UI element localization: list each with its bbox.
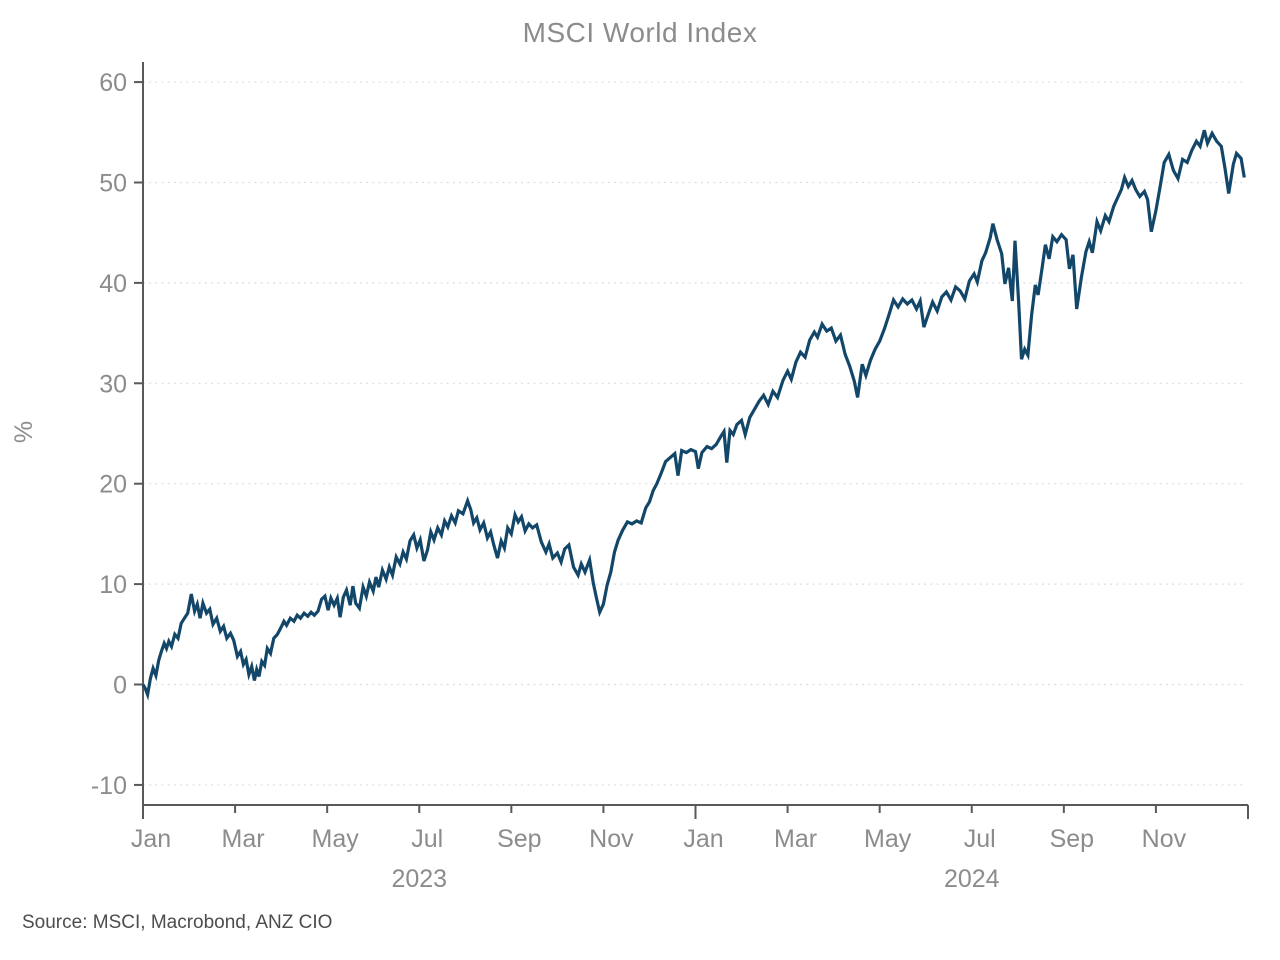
x-tick-label-2023-May: May: [312, 825, 360, 853]
x-tick-label-2023-Sep: Sep: [497, 825, 541, 853]
x-tick-label-2024-May: May: [864, 825, 912, 853]
y-tick-label-60: 60: [99, 69, 127, 97]
series-line-MSCI World Index: [141, 129, 1246, 701]
y-tick-label-30: 30: [99, 370, 127, 398]
x-tick-label-2024-Jul: Jul: [964, 825, 996, 853]
y-tick-label-10: 10: [99, 571, 127, 599]
y-tick-label--10: -10: [91, 772, 127, 800]
y-tick-label-20: 20: [99, 471, 127, 499]
x-tick-label-2024-Sep: Sep: [1050, 825, 1094, 853]
x-tick-label-2023-Nov: Nov: [589, 825, 634, 853]
x-tick-label-2023-Mar: Mar: [222, 825, 265, 853]
chart-title: MSCI World Index: [522, 17, 758, 48]
year-label-2023: 2023: [391, 865, 447, 893]
x-tick-label-2023-Jul: Jul: [411, 825, 443, 853]
year-label-2024: 2024: [944, 865, 1000, 893]
y-tick-label-50: 50: [99, 169, 127, 197]
source-note: Source: MSCI, Macrobond, ANZ CIO: [22, 912, 333, 933]
y-tick-label-40: 40: [99, 270, 127, 298]
x-tick-label-2023-Jan: Jan: [131, 825, 171, 853]
x-tick-label-2024-Jan: Jan: [683, 825, 723, 853]
y-axis-unit-label: %: [10, 421, 38, 443]
x-tick-label-2024-Mar: Mar: [774, 825, 817, 853]
y-tick-label-0: 0: [113, 672, 127, 700]
x-tick-label-2024-Nov: Nov: [1142, 825, 1187, 853]
